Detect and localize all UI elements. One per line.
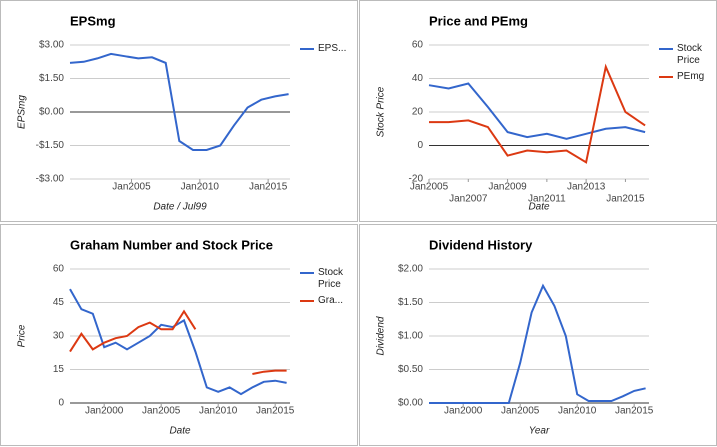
panel-border [0, 224, 358, 446]
x-tick-label: Jan2010 [181, 182, 220, 193]
y-axis-title: Price [17, 324, 28, 347]
x-tick-label: Jan2000 [85, 406, 124, 417]
chart-title: Dividend History [429, 237, 533, 252]
y-tick-label: $2.00 [398, 264, 423, 275]
chart-panel: Graham Number and Stock Price 60 45 30 15 0 Ja… [17, 237, 344, 437]
y-tick-label: 30 [53, 331, 65, 342]
chart-panel: EPSmg $3.00 $1.50 $0.00 -$1.50 -$3.00 Jan2005 J… [17, 13, 347, 213]
y-tick-label: $1.00 [398, 331, 423, 342]
y-tick-label: $0.50 [398, 364, 423, 375]
y-tick-label: 40 [412, 73, 424, 84]
data-line [429, 283, 646, 404]
legend-item: PEmg [677, 71, 705, 82]
panel-border [0, 0, 358, 222]
data-line [69, 309, 287, 375]
x-axis-title: Date [528, 202, 550, 213]
x-tick-label: Jan2000 [444, 406, 483, 417]
y-tick-label: $3.00 [39, 40, 64, 51]
x-tick-label: Jan2015 [606, 194, 645, 205]
y-tick-label: -20 [409, 174, 424, 185]
x-tick-label: Jan2010 [199, 406, 238, 417]
x-axis-title: Year [529, 426, 550, 437]
y-tick-label: -$1.50 [36, 140, 65, 151]
y-tick-label: $0.00 [398, 398, 423, 409]
legend-item: Gra... [318, 295, 344, 306]
x-axis-title: Date / Jul99 [153, 202, 207, 213]
x-tick-label: Jan2015 [615, 406, 654, 417]
legend-item: Stock Price [677, 43, 703, 66]
chart-title: Graham Number and Stock Price [70, 237, 273, 252]
y-tick-label: 20 [412, 107, 424, 118]
x-tick-label: Jan2013 [567, 182, 606, 193]
data-line [69, 52, 289, 151]
x-tick-label: Jan2005 [142, 406, 181, 417]
x-tick-label: Jan2009 [488, 182, 527, 193]
panel-border [359, 224, 717, 446]
y-tick-label: $1.50 [398, 297, 423, 308]
y-tick-label: -$3.00 [36, 174, 65, 185]
y-axis-title: EPSmg [17, 95, 28, 129]
x-tick-label: Jan2005 [112, 182, 151, 193]
chart-title: Price and PEmg [429, 13, 528, 28]
legend-label: EPS... [318, 43, 347, 54]
legend-label: PEmg [677, 71, 705, 82]
chart-panel: Dividend History $2.00 $1.50 $1.00 $0.50 $0.0… [376, 237, 654, 436]
legend-label: Gra... [318, 295, 344, 306]
data-line [429, 63, 646, 164]
x-tick-label: Jan2015 [249, 182, 288, 193]
y-tick-label: $0.00 [39, 107, 64, 118]
panel-border [359, 0, 717, 222]
data-line [69, 288, 287, 396]
data-line [428, 82, 646, 140]
x-tick-label: Jan2007 [449, 194, 488, 205]
x-tick-label: Jan2010 [558, 406, 597, 417]
legend-label: Stock Price [677, 43, 703, 66]
y-tick-label: 0 [417, 140, 423, 151]
y-tick-label: 60 [412, 40, 424, 51]
legend-item: Stock Price [318, 267, 344, 290]
legend-item: EPS... [318, 43, 347, 54]
x-axis-title: Date [169, 426, 191, 437]
y-tick-label: 15 [53, 364, 65, 375]
chart-title: EPSmg [70, 13, 116, 28]
chart-panel: Price and PEmg6040200-20Jan2005Jan2007Ja… [376, 13, 705, 213]
legend-label: Stock Price [318, 267, 344, 290]
x-tick-label: Jan2005 [410, 182, 449, 193]
y-axis-title: Stock Price [376, 86, 387, 137]
y-tick-label: 0 [58, 398, 64, 409]
y-tick-label: 45 [53, 297, 65, 308]
x-tick-label: Jan2011 [528, 194, 566, 205]
y-tick-label: 60 [53, 264, 65, 275]
x-tick-label: Jan2005 [501, 406, 540, 417]
y-axis-title: Dividend [376, 316, 387, 355]
x-tick-label: Jan2015 [256, 406, 295, 417]
y-tick-label: $1.50 [39, 73, 64, 84]
